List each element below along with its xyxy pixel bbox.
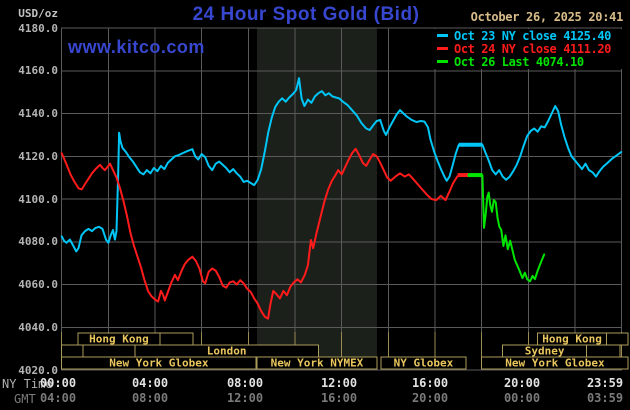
legend-label-oct24: Oct 24 NY close 4111.20 xyxy=(454,42,611,56)
oct23-line-swatch-icon xyxy=(437,34,448,37)
session-box-new-york-globex xyxy=(61,356,257,370)
session-box xyxy=(585,344,621,358)
legend: Oct 23 NY close 4125.40 Oct 24 NY close … xyxy=(433,29,630,69)
ny-time-tick-label: 00:00 xyxy=(39,376,77,390)
gmt-tick-label: 08:00 xyxy=(131,391,169,405)
session-label: NY Globex xyxy=(394,357,454,370)
y-tick-label: 4020.0 xyxy=(18,363,58,377)
chart-title: 24 Hour Spot Gold (Bid) xyxy=(192,4,420,25)
session-box xyxy=(82,344,136,358)
ny-time-tick-label: 08:00 xyxy=(226,376,264,390)
series-line-1 xyxy=(60,147,471,320)
kitco-watermark: www.kitco.com xyxy=(68,37,205,57)
y-tick-label: 4080.0 xyxy=(18,235,58,249)
session-box-ny-globex xyxy=(380,356,467,370)
session-label: Sydney xyxy=(525,345,565,358)
gmt-tick-label: 00:00 xyxy=(503,391,541,405)
session-label: Hong Kong xyxy=(89,333,149,346)
y-tick-label: 4040.0 xyxy=(18,320,58,334)
series-line-2 xyxy=(467,174,546,283)
session-label: New York Globex xyxy=(109,357,209,370)
session-box-new-york-nymex xyxy=(256,356,378,370)
session-box xyxy=(61,344,84,358)
session-label: Hong Kong xyxy=(542,333,602,346)
gmt-tick-label: 16:00 xyxy=(320,391,358,405)
oct24-line-swatch-icon xyxy=(437,47,448,50)
session-box xyxy=(159,332,194,346)
price-unit-label: USD/oz xyxy=(18,7,58,20)
plot-border xyxy=(61,27,623,371)
ny-time-tick-label: 16:00 xyxy=(411,376,449,390)
gmt-tick-label: 12:00 xyxy=(226,391,264,405)
legend-item-oct24: Oct 24 NY close 4111.20 xyxy=(433,43,630,56)
legend-item-oct23: Oct 23 NY close 4125.40 xyxy=(433,30,630,43)
gmt-tick-label: 03:59 xyxy=(586,391,624,405)
ny-time-tick-label: 12:00 xyxy=(320,376,358,390)
ny-time-tick-label: 04:00 xyxy=(131,376,169,390)
y-tick-label: 4160.0 xyxy=(18,64,58,78)
ny-time-axis-label: NY Time xyxy=(2,377,53,391)
y-tick-label: 4180.0 xyxy=(18,21,58,35)
y-tick-label: 4120.0 xyxy=(18,149,58,163)
ny-time-tick-label: 20:00 xyxy=(503,376,541,390)
gmt-tick-label: 20:00 xyxy=(411,391,449,405)
y-tick-label: 4100.0 xyxy=(18,192,58,206)
gmt-axis-label: GMT xyxy=(14,392,36,406)
y-tick-label: 4060.0 xyxy=(18,278,58,291)
series-line-0 xyxy=(60,77,623,253)
datetime-label: October 26, 2025 20:41 xyxy=(470,10,624,24)
session-box xyxy=(606,332,629,346)
ny-time-tick-label: 23:59 xyxy=(586,376,624,390)
session-label: New York Globex xyxy=(505,357,605,370)
legend-label-oct26: Oct 26 Last 4074.10 xyxy=(454,55,584,69)
oct26-line-swatch-icon xyxy=(437,60,448,63)
legend-label-oct23: Oct 23 NY close 4125.40 xyxy=(454,29,611,43)
session-label: New York NYMEX xyxy=(271,357,364,370)
gmt-tick-label: 04:00 xyxy=(39,391,77,405)
y-tick-label: 4140.0 xyxy=(18,107,58,120)
legend-item-oct26: Oct 26 Last 4074.10 xyxy=(433,56,630,69)
session-box-new-york-globex xyxy=(481,356,629,370)
session-label: London xyxy=(207,345,247,358)
